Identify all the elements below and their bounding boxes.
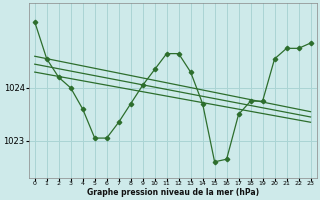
X-axis label: Graphe pression niveau de la mer (hPa): Graphe pression niveau de la mer (hPa) — [87, 188, 259, 197]
